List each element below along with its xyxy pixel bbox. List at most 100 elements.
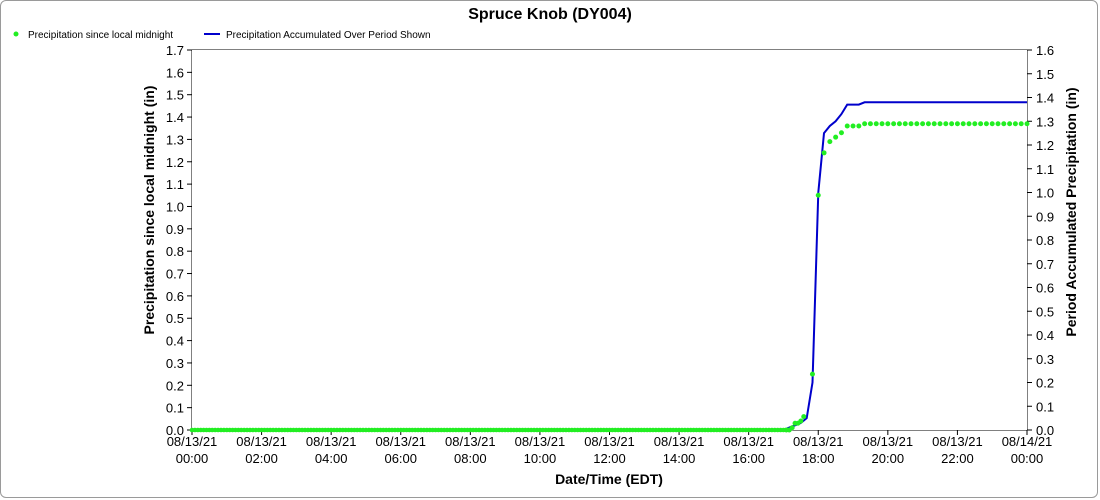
x-tick-label-date: 08/13/21 (306, 434, 357, 449)
x-tick-label-date: 08/13/21 (863, 434, 914, 449)
y-left-tick-label: 1.7 (166, 43, 184, 58)
data-point (833, 134, 839, 140)
y-right-tick-label: 0.3 (1036, 352, 1054, 367)
data-point (879, 121, 885, 127)
data-point (896, 121, 902, 127)
data-point (954, 121, 960, 127)
x-tick-label-time: 14:00 (663, 451, 696, 466)
y-left-tick-label: 0.4 (166, 334, 184, 349)
data-point (960, 121, 966, 127)
chart-title: Spruce Knob (DY004) (468, 6, 632, 23)
y-axis-left-label: Precipitation since local midnight (in) (141, 86, 157, 335)
plot-area (192, 50, 1027, 430)
data-point (867, 121, 873, 127)
data-point (862, 121, 868, 127)
x-tick-label-time: 00:00 (176, 451, 209, 466)
x-axis-label: Date/Time (EDT) (555, 471, 663, 487)
x-tick-label-date: 08/13/21 (375, 434, 426, 449)
data-point (920, 121, 926, 127)
data-point (815, 192, 821, 198)
x-tick-label-date: 08/13/21 (236, 434, 287, 449)
y-right-tick-label: 1.4 (1036, 91, 1054, 106)
data-point (914, 121, 920, 127)
data-point (885, 121, 891, 127)
x-tick-label-time: 12:00 (593, 451, 626, 466)
y-left-tick-label: 0.9 (166, 222, 184, 237)
plot-background (192, 50, 1027, 430)
x-tick-label-date: 08/13/21 (515, 434, 566, 449)
legend-marker-since-midnight (13, 31, 19, 37)
data-point (983, 121, 989, 127)
y-right-tick-label: 0.9 (1036, 209, 1054, 224)
x-tick-label-time: 20:00 (872, 451, 905, 466)
data-point (1007, 121, 1013, 127)
x-tick-label-date: 08/13/21 (723, 434, 774, 449)
x-tick-label-time: 18:00 (802, 451, 835, 466)
y-left-tick-label: 0.1 (166, 401, 184, 416)
x-tick-label-date: 08/13/21 (445, 434, 496, 449)
legend-label-accumulated: Precipitation Accumulated Over Period Sh… (226, 30, 431, 41)
x-tick-label-date: 08/13/21 (584, 434, 635, 449)
data-point (995, 121, 1001, 127)
data-point (838, 130, 844, 136)
legend: Precipitation since local midnight Preci… (13, 30, 431, 41)
data-point (856, 123, 862, 129)
data-point (989, 121, 995, 127)
data-point (902, 121, 908, 127)
y-axis-right-ticks: 0.0 0.1 0.2 0.3 0.4 0.5 0.6 0.7 0.8 0.9 1.0 1.1 1.2 1… (1027, 43, 1054, 438)
x-tick-label-time: 00:00 (1011, 451, 1044, 466)
y-right-tick-label: 0.0 (1036, 423, 1054, 438)
y-left-tick-label: 1.5 (166, 88, 184, 103)
data-point (1012, 121, 1018, 127)
data-point (844, 123, 850, 129)
data-point (943, 121, 949, 127)
y-left-tick-label: 0.3 (166, 356, 184, 371)
data-point (821, 150, 827, 156)
y-left-tick-label: 0.6 (166, 289, 184, 304)
y-right-tick-label: 0.7 (1036, 257, 1054, 272)
y-left-tick-label: 0.5 (166, 311, 184, 326)
y-right-tick-label: 1.1 (1036, 162, 1054, 177)
x-tick-label-time: 16:00 (732, 451, 765, 466)
y-left-tick-label: 0.7 (166, 267, 184, 282)
data-point (798, 418, 804, 424)
data-point (1001, 121, 1007, 127)
x-axis-ticks: 08/13/21 00:00 08/13/21 02:00 08/13/21 04:00 0… (167, 430, 1053, 466)
y-right-tick-label: 0.6 (1036, 281, 1054, 296)
data-point (789, 425, 795, 431)
x-tick-label-date: 08/13/21 (167, 434, 218, 449)
y-right-tick-label: 1.5 (1036, 67, 1054, 82)
data-point (931, 121, 937, 127)
data-point (801, 414, 807, 420)
y-left-tick-label: 1.2 (166, 155, 184, 170)
y-left-tick-label: 1.0 (166, 199, 184, 214)
data-point (1018, 121, 1024, 127)
x-tick-label-time: 10:00 (524, 451, 557, 466)
y-left-tick-label: 1.6 (166, 65, 184, 80)
y-right-tick-label: 1.6 (1036, 43, 1054, 58)
y-right-tick-label: 0.8 (1036, 233, 1054, 248)
x-tick-label-date: 08/14/21 (1002, 434, 1053, 449)
x-tick-label-date: 08/13/21 (932, 434, 983, 449)
y-right-tick-label: 0.4 (1036, 328, 1054, 343)
data-point (925, 121, 931, 127)
y-right-tick-label: 0.5 (1036, 304, 1054, 319)
legend-label-since-midnight: Precipitation since local midnight (28, 30, 173, 41)
x-tick-label-time: 02:00 (245, 451, 278, 466)
y-right-tick-label: 0.1 (1036, 399, 1054, 414)
x-tick-label-date: 08/13/21 (654, 434, 705, 449)
x-tick-label-time: 04:00 (315, 451, 348, 466)
data-point (949, 121, 955, 127)
y-axis-left-ticks: 0.0 0.1 0.2 0.3 0.4 0.5 0.6 0.7 0.8 0.9 1.0 1.1 1.2 1… (166, 43, 192, 438)
data-point (966, 121, 972, 127)
y-left-tick-label: 1.3 (166, 132, 184, 147)
y-axis-right-label: Period Accumulated Precipitation (in) (1063, 87, 1079, 336)
y-left-tick-label: 1.4 (166, 110, 184, 125)
data-point (937, 121, 943, 127)
y-left-tick-label: 0.8 (166, 244, 184, 259)
x-tick-label-time: 08:00 (454, 451, 487, 466)
y-left-tick-label: 1.1 (166, 177, 184, 192)
data-point (827, 139, 833, 145)
